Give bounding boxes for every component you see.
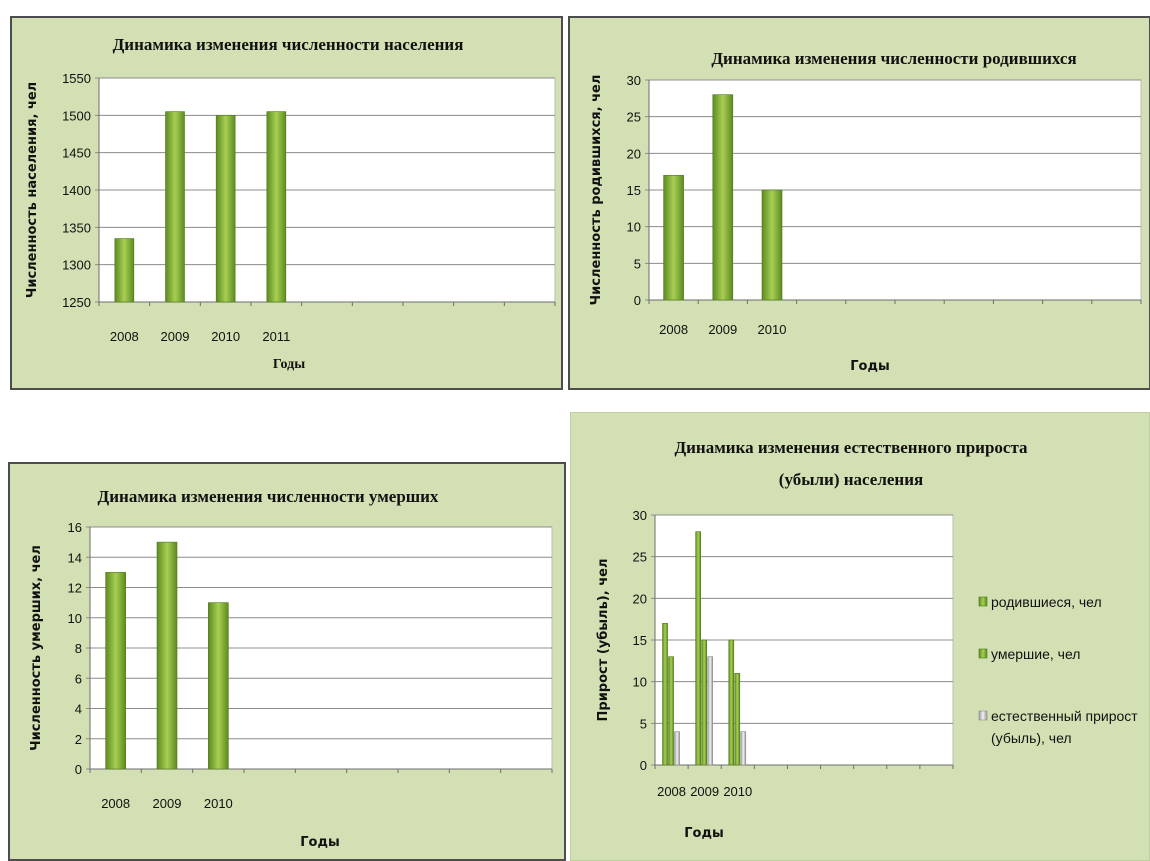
bar-2008 [105, 572, 126, 770]
legend-label-2: естественный прирост [991, 708, 1138, 724]
y-tick-label: 20 [633, 591, 647, 606]
bar-2010-series-2 [740, 731, 747, 766]
chart-title: Динамика изменения численности родившихс… [711, 49, 1076, 68]
y-axis-label: Численность родившихся, чел [589, 75, 604, 306]
bar-2009 [165, 111, 185, 303]
y-tick-label: 0 [634, 293, 641, 308]
y-tick-label: 1400 [62, 183, 91, 198]
deaths-chart-panel: Динамика изменения численности умерших 0 2… [8, 462, 566, 861]
legend-swatch-2 [978, 710, 988, 721]
chart-title: Динамика изменения численности умерших [98, 487, 439, 506]
y-tick-label: 14 [68, 550, 82, 565]
y-tick-label: 10 [627, 220, 641, 235]
x-tick-label: 2008 [659, 322, 688, 337]
x-axis-label: Годы [684, 826, 723, 841]
legend-label-1: умершие, чел [991, 646, 1080, 662]
x-axis-label: Годы [273, 357, 305, 372]
x-tick-label: 2009 [690, 784, 719, 799]
y-axis-label: Прирост (убыль), чел [596, 559, 611, 722]
y-tick-label: 1350 [62, 220, 91, 235]
y-tick-label: 0 [75, 762, 82, 777]
y-tick-label: 15 [627, 183, 641, 198]
y-tick-label: 30 [633, 508, 647, 523]
bar-2008 [114, 238, 135, 303]
y-tick-label: 10 [633, 675, 647, 690]
y-tick-label: 20 [627, 146, 641, 161]
x-tick-label: 2010 [723, 784, 752, 799]
chart-svg: Динамика изменения численности родившихс… [589, 49, 1142, 374]
births-chart-panel: Динамика изменения численности родившихс… [568, 16, 1150, 390]
y-tick-label: 0 [640, 758, 647, 773]
bar-2010 [761, 189, 783, 301]
legend-label-2-line2: (убыль), чел [991, 730, 1072, 746]
y-tick-label: 30 [627, 73, 641, 88]
y-tick-label: 1450 [62, 146, 91, 161]
y-tick-label: 5 [640, 716, 647, 731]
y-tick-label: 4 [75, 702, 82, 717]
y-tick-label: 10 [68, 611, 82, 626]
bar-2010-series-0 [728, 639, 735, 766]
bar-2010 [208, 602, 229, 770]
bar-2009-series-2 [707, 656, 713, 766]
bar-2009-series-0 [695, 531, 701, 766]
population-chart-panel: Динамика изменения численности населения… [10, 16, 563, 390]
y-tick-label: 25 [627, 110, 641, 125]
natural-growth-chart-panel: Динамика изменения естественного прирост… [570, 412, 1150, 861]
y-tick-label: 8 [75, 641, 82, 656]
y-axis-label: Численность населения, чел [25, 82, 40, 298]
x-tick-label: 2009 [153, 796, 182, 811]
y-tick-label: 16 [68, 520, 82, 535]
y-tick-label: 1250 [62, 295, 91, 310]
bar-2008 [663, 175, 684, 301]
chart-title: Динамика изменения численности населения [113, 35, 464, 54]
x-axis-label: Годы [300, 835, 339, 850]
chart-svg: Динамика изменения численности умерших 0 2… [29, 487, 553, 850]
x-tick-label: 2011 [262, 329, 290, 344]
bar-2009 [712, 94, 734, 301]
x-tick-label: 2010 [758, 322, 787, 337]
bar-2010-series-1 [734, 673, 741, 766]
x-tick-label: 2008 [101, 796, 130, 811]
y-tick-label: 25 [633, 550, 647, 565]
x-tick-label: 2009 [161, 329, 190, 344]
y-tick-label: 15 [633, 633, 647, 648]
bar-2011 [266, 111, 287, 303]
chart-svg: Динамика изменения естественного прирост… [596, 438, 1138, 841]
x-tick-label: 2009 [708, 322, 737, 337]
legend-label-0: родившиеся, чел [991, 594, 1102, 610]
y-tick-label: 1550 [62, 71, 91, 86]
x-tick-label: 2008 [657, 784, 686, 799]
bar-2010 [215, 115, 236, 303]
y-tick-label: 6 [75, 671, 82, 686]
y-tick-label: 1500 [62, 108, 91, 123]
y-tick-label: 5 [634, 256, 641, 271]
chart-title-line2: (убыли) населения [779, 470, 923, 489]
bar-2009 [156, 541, 178, 770]
y-tick-label: 1300 [62, 258, 91, 273]
legend-swatch-0 [978, 596, 988, 607]
chart-svg: Динамика изменения численности населения… [25, 35, 556, 372]
x-tick-label: 2010 [204, 796, 233, 811]
bar-2008-series-1 [668, 656, 674, 766]
bar-2009-series-1 [701, 639, 707, 766]
x-tick-label: 2010 [211, 329, 240, 344]
chart-title: Динамика изменения естественного прирост… [674, 438, 1028, 457]
y-axis-label: Численность умерших, чел [29, 545, 44, 751]
bar-2008-series-0 [662, 623, 668, 766]
bar-2008-series-2 [674, 731, 680, 766]
y-tick-label: 2 [75, 732, 82, 747]
x-tick-label: 2008 [110, 329, 139, 344]
y-tick-label: 12 [68, 581, 82, 596]
legend-swatch-1 [978, 648, 988, 659]
x-axis-label: Годы [850, 359, 889, 374]
